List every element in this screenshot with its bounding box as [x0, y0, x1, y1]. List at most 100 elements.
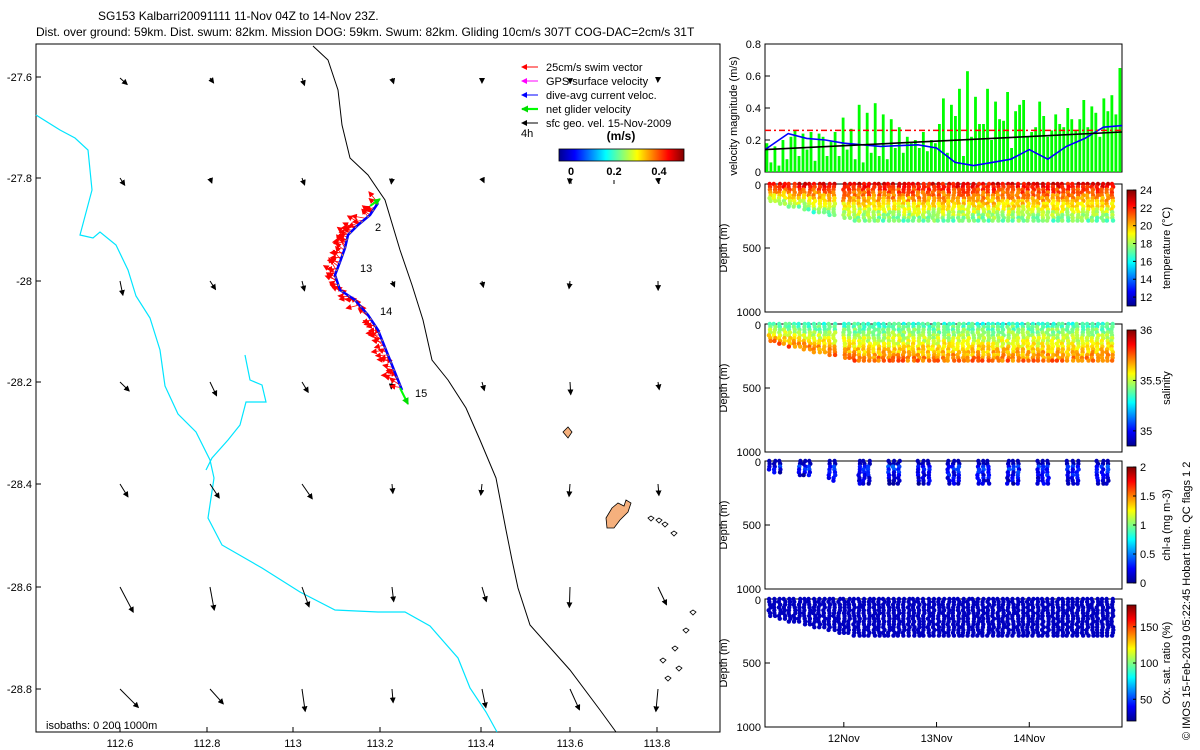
dive-point [773, 198, 778, 204]
profile-ylabel: Depth (m) [718, 501, 730, 550]
dive-point [976, 481, 981, 486]
velocity-bar [1066, 108, 1070, 172]
colorbar-tick-label: 35.5 [1140, 375, 1161, 387]
legend-label: net glider velocity [546, 104, 631, 116]
velocity-bar [781, 140, 785, 172]
dive-point [1000, 633, 1005, 638]
dive-point [986, 218, 991, 223]
dive-point [1110, 218, 1116, 223]
velocity-bar [825, 156, 829, 172]
velocity-bar [946, 152, 949, 172]
geo-velocity-arrow [388, 381, 395, 390]
velocity-bar [1078, 119, 1082, 172]
dive-point [826, 475, 832, 481]
dive-point [1051, 218, 1056, 223]
geo-velocity-arrow [481, 688, 488, 709]
velocity-bar [1002, 120, 1005, 172]
swim-vector [361, 208, 369, 217]
dive-point [901, 218, 906, 223]
dive-point [966, 218, 972, 223]
dive-point [1094, 218, 1099, 223]
swim-vector [382, 363, 394, 370]
dive-point [796, 619, 802, 624]
island [605, 499, 632, 529]
dive-point [856, 218, 862, 223]
dive-point [817, 624, 822, 630]
profile-ytick-label: 1000 [737, 584, 761, 596]
dive-point [965, 633, 970, 638]
dive-point [842, 355, 848, 360]
dive-point [1100, 358, 1106, 363]
map-ytick-label: -27.6 [7, 72, 32, 84]
velocity-bar [817, 133, 821, 172]
velocity-ytick-label: 0.2 [746, 135, 761, 147]
geo-velocity-arrow [301, 381, 309, 394]
dive-point [916, 481, 921, 486]
dive-point [911, 358, 917, 363]
geo-velocity-arrow [566, 280, 573, 290]
dive-point [910, 218, 916, 223]
dive-point [945, 358, 950, 363]
velocity-bar [797, 156, 801, 172]
dive-point [768, 198, 773, 204]
velocity-bar [1050, 130, 1054, 172]
dive-point [1031, 358, 1036, 363]
day-label: 14 [380, 306, 392, 318]
colorbar-tick-label: 24 [1140, 185, 1152, 197]
dive-point [1000, 358, 1005, 363]
dive-point [1039, 633, 1045, 638]
dive-point [1050, 358, 1055, 363]
geo-velocity-arrow [119, 381, 130, 392]
dive-point [952, 358, 957, 363]
dive-point [927, 633, 932, 638]
dive-point [866, 481, 871, 486]
velocity-bar [913, 140, 917, 172]
map-ytick-label: -28.2 [7, 377, 32, 389]
dive-point [846, 630, 851, 635]
colorbar-tick-label: 100 [1140, 658, 1158, 670]
dive-point [1109, 633, 1115, 638]
map-ytick-label: -28.8 [7, 684, 32, 696]
colorbar-tick-label: 22 [1140, 203, 1152, 215]
geo-velocity-arrow [567, 381, 574, 396]
coastline-inlet [205, 354, 267, 471]
profile-ytick-label: 500 [743, 383, 761, 395]
dive-point [887, 358, 892, 363]
dive-point [842, 215, 847, 220]
dive-point [872, 358, 877, 363]
map-xtick-label: 113.2 [367, 738, 394, 750]
geo-velocity-arrow [207, 177, 213, 184]
map-panel: 112.6 112.8 113 113.2 113.4 113.6 113.8 -27.6 -2… [7, 43, 721, 750]
dive-point [867, 218, 872, 223]
dive-point [1079, 358, 1085, 363]
velocity-bar [909, 143, 913, 172]
velocity-bar [966, 71, 969, 172]
profile-panel-3: 0 500 1000 Depth (m) 2 1.5 1 0.5 0 chl-a (mg m-3) [718, 457, 1173, 596]
dive-point [772, 470, 777, 475]
geo-velocity-arrow [301, 586, 311, 608]
geo-velocity-arrow [119, 77, 128, 86]
geo-velocity-arrow [389, 77, 396, 85]
dive-point [1055, 218, 1061, 223]
dive-point [990, 358, 995, 363]
map-xtick-label: 113.8 [644, 738, 671, 750]
dive-point [946, 633, 951, 638]
velocity-bar [1098, 136, 1102, 172]
dive-point [947, 481, 952, 486]
velocity-bar [869, 152, 873, 172]
velocity-bar [1006, 92, 1009, 172]
velocity-bar [1058, 124, 1062, 172]
dive-point [1086, 358, 1091, 363]
dive-point [1060, 358, 1065, 363]
dive-point [926, 358, 932, 363]
dive-point [822, 349, 828, 355]
dive-point [921, 633, 926, 638]
islet [664, 675, 672, 682]
velocity-bar [929, 140, 933, 172]
dive-point [851, 633, 856, 638]
dive-point [821, 209, 827, 215]
dive-point [920, 358, 926, 363]
net-velocity-arrow [369, 198, 381, 207]
velocity-bar [941, 98, 945, 172]
dive-point [1099, 633, 1105, 638]
